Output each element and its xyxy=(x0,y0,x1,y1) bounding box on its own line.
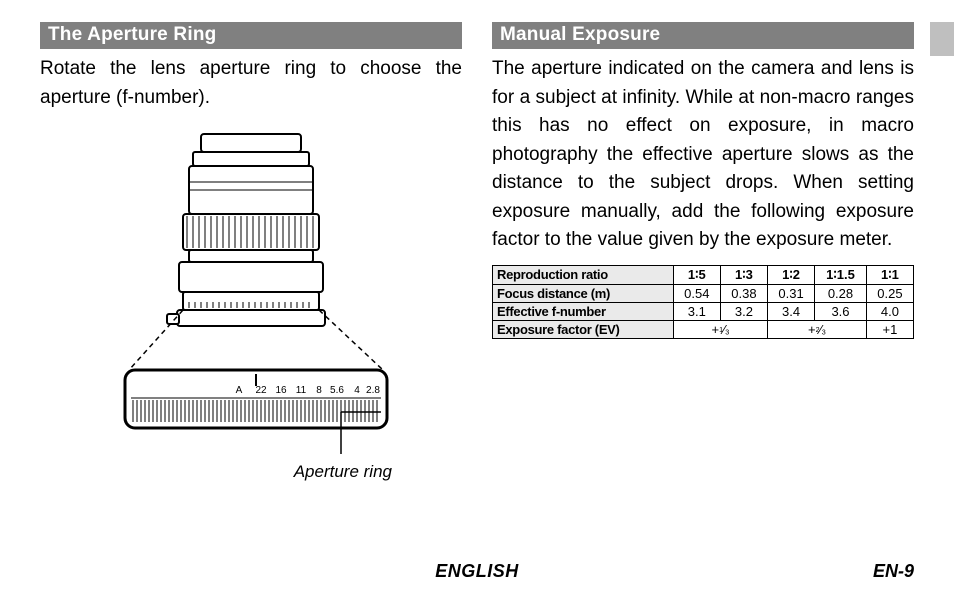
svg-text:5.6: 5.6 xyxy=(330,385,344,396)
right-column: Manual Exposure The aperture indicated o… xyxy=(492,22,914,482)
table-cell: 4.0 xyxy=(866,302,913,320)
left-column: The Aperture Ring Rotate the lens apertu… xyxy=(40,22,462,482)
heading-aperture-ring: The Aperture Ring xyxy=(40,22,462,49)
table-cell: +2⁄3 xyxy=(767,320,866,338)
svg-text:22: 22 xyxy=(255,385,267,396)
table-cell: 0.28 xyxy=(815,284,867,302)
table-cell: +1⁄3 xyxy=(673,320,767,338)
svg-text:2.8: 2.8 xyxy=(366,385,380,396)
svg-text:4: 4 xyxy=(354,385,360,396)
table-cell: 0.25 xyxy=(866,284,913,302)
side-tab xyxy=(930,22,954,56)
lens-figure: A 22 16 11 8 5.6 4 2.8 xyxy=(40,130,462,482)
footer-language: ENGLISH xyxy=(435,561,519,582)
svg-text:11: 11 xyxy=(296,385,307,396)
table-cell: 3.4 xyxy=(767,302,814,320)
table-row: Effective f-number 3.1 3.2 3.4 3.6 4.0 xyxy=(493,302,914,320)
row-header: Exposure factor (EV) xyxy=(493,320,674,338)
row-header: Focus distance (m) xyxy=(493,284,674,302)
footer-page-number: EN-9 xyxy=(873,561,914,582)
table-row: Focus distance (m) 0.54 0.38 0.31 0.28 0… xyxy=(493,284,914,302)
table-cell: 1∶3 xyxy=(720,265,767,284)
table-row: Exposure factor (EV) +1⁄3 +2⁄3 +1 xyxy=(493,320,914,338)
table-cell: 1∶1.5 xyxy=(815,265,867,284)
svg-text:A: A xyxy=(236,385,243,396)
figure-caption: Aperture ring xyxy=(40,462,462,482)
table-cell: 0.31 xyxy=(767,284,814,302)
row-header: Effective f-number xyxy=(493,302,674,320)
lens-diagram-icon: A 22 16 11 8 5.6 4 2.8 xyxy=(71,130,431,460)
table-cell: 1∶5 xyxy=(673,265,720,284)
table-cell: 1∶1 xyxy=(866,265,913,284)
page-footer: ENGLISH EN-9 xyxy=(40,561,914,582)
heading-manual-exposure: Manual Exposure xyxy=(492,22,914,49)
table-cell: 3.6 xyxy=(815,302,867,320)
table-cell: 1∶2 xyxy=(767,265,814,284)
row-header: Reproduction ratio xyxy=(493,265,674,284)
table-cell: +1 xyxy=(866,320,913,338)
table-cell: 3.2 xyxy=(720,302,767,320)
svg-text:16: 16 xyxy=(275,385,287,396)
aperture-ring-body: Rotate the lens aperture ring to choose … xyxy=(40,55,462,112)
manual-exposure-body: The aperture indicated on the camera and… xyxy=(492,55,914,255)
exposure-table: Reproduction ratio 1∶5 1∶3 1∶2 1∶1.5 1∶1… xyxy=(492,265,914,339)
table-row: Reproduction ratio 1∶5 1∶3 1∶2 1∶1.5 1∶1 xyxy=(493,265,914,284)
table-cell: 0.54 xyxy=(673,284,720,302)
table-cell: 3.1 xyxy=(673,302,720,320)
svg-text:8: 8 xyxy=(316,385,322,396)
table-cell: 0.38 xyxy=(720,284,767,302)
page-content: The Aperture Ring Rotate the lens apertu… xyxy=(0,0,954,482)
